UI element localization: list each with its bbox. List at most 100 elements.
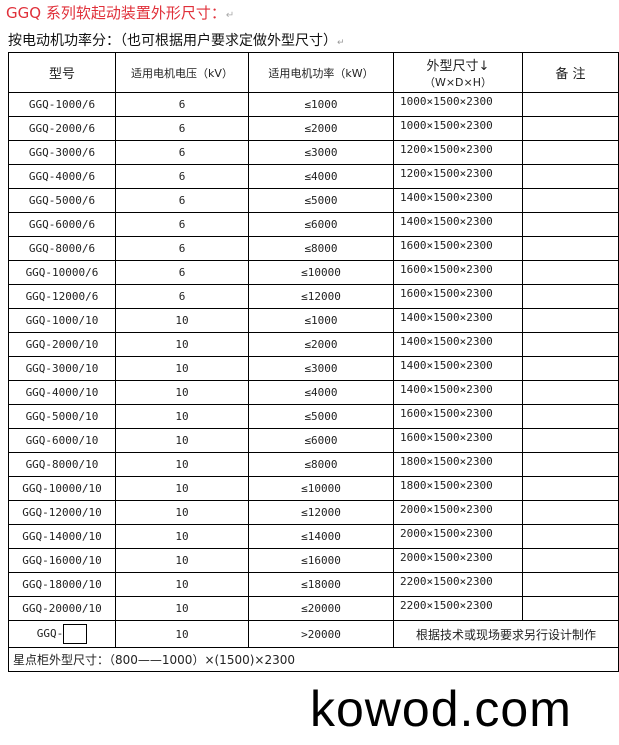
table-row: GGQ-3000/6 6 ≤3000 1200×1500×2300 (8, 140, 619, 165)
cell-remark (522, 236, 619, 261)
custom-row: GGQ- 10 >20000 根据技术或现场要求另行设计制作 (8, 620, 619, 648)
table-row: GGQ-10000/10 10 ≤10000 1800×1500×2300 (8, 476, 619, 501)
table-row: GGQ-18000/10 10 ≤18000 2200×1500×2300 (8, 572, 619, 597)
cell-voltage: 10 (115, 404, 249, 429)
cell-model: GGQ-2000/6 (8, 116, 116, 141)
cell-model: GGQ-3000/10 (8, 356, 116, 381)
cell-power: ≤16000 (248, 548, 394, 573)
cell-remark (522, 260, 619, 285)
cell-power: ≤14000 (248, 524, 394, 549)
cell-remark (522, 356, 619, 381)
cell-power: ≤3000 (248, 140, 394, 165)
cell-voltage: 6 (115, 116, 249, 141)
cell-power: ≤12000 (248, 500, 394, 525)
cell-voltage: 10 (115, 332, 249, 357)
cell-model: GGQ-4000/6 (8, 164, 116, 189)
cell-dims: 1400×1500×2300 (393, 212, 523, 237)
cell-remark (522, 188, 619, 213)
cell-dims: 2000×1500×2300 (393, 500, 523, 525)
cell-dims: 1400×1500×2300 (393, 188, 523, 213)
table-row: GGQ-10000/6 6 ≤10000 1600×1500×2300 (8, 260, 619, 285)
header-dims-sub: （W×D×H） (423, 76, 493, 89)
cell-remark (522, 476, 619, 501)
cell-power: ≤1000 (248, 92, 394, 117)
cell-remark (522, 500, 619, 525)
cell-voltage: 10 (115, 596, 249, 621)
cell-model: GGQ-18000/10 (8, 572, 116, 597)
table-row: GGQ-5000/10 10 ≤5000 1600×1500×2300 (8, 404, 619, 429)
cell-model: GGQ-1000/10 (8, 308, 116, 333)
cell-power: ≤5000 (248, 404, 394, 429)
paragraph-mark: ↵ (337, 38, 345, 48)
cell-remark (522, 164, 619, 189)
cell-remark (522, 548, 619, 573)
custom-voltage: 10 (115, 620, 249, 648)
cell-voltage: 6 (115, 236, 249, 261)
cell-power: ≤6000 (248, 212, 394, 237)
cell-model: GGQ-5000/10 (8, 404, 116, 429)
header-remark: 备 注 (522, 52, 619, 93)
cell-power: ≤6000 (248, 428, 394, 453)
cell-remark (522, 428, 619, 453)
table-row: GGQ-2000/10 10 ≤2000 1400×1500×2300 (8, 332, 619, 357)
cell-power: ≤10000 (248, 476, 394, 501)
table-row: GGQ-4000/10 10 ≤4000 1400×1500×2300 (8, 380, 619, 405)
cell-model: GGQ-10000/6 (8, 260, 116, 285)
cell-voltage: 6 (115, 260, 249, 285)
cell-dims: 1600×1500×2300 (393, 404, 523, 429)
cell-model: GGQ-14000/10 (8, 524, 116, 549)
cell-voltage: 6 (115, 212, 249, 237)
cell-power: ≤8000 (248, 452, 394, 477)
header-voltage: 适用电机电压（kV） (115, 52, 249, 93)
table-row: GGQ-6000/10 10 ≤6000 1600×1500×2300 (8, 428, 619, 453)
cell-dims: 1600×1500×2300 (393, 284, 523, 309)
table-row: GGQ-6000/6 6 ≤6000 1400×1500×2300 (8, 212, 619, 237)
cell-power: ≤20000 (248, 596, 394, 621)
cell-power: ≤2000 (248, 116, 394, 141)
header-model: 型号 (8, 52, 116, 93)
cell-dims: 1200×1500×2300 (393, 140, 523, 165)
document-subtitle: 按电动机功率分：（也可根据用户要求定做外型尺寸）↵ (8, 30, 345, 50)
cell-model: GGQ-2000/10 (8, 332, 116, 357)
cell-dims: 1200×1500×2300 (393, 164, 523, 189)
cell-model: GGQ-3000/6 (8, 140, 116, 165)
table-row: GGQ-20000/10 10 ≤20000 2200×1500×2300 (8, 596, 619, 621)
cell-dims: 1800×1500×2300 (393, 476, 523, 501)
cell-remark (522, 284, 619, 309)
cell-remark (522, 116, 619, 141)
cell-voltage: 10 (115, 452, 249, 477)
table-row: GGQ-8000/6 6 ≤8000 1600×1500×2300 (8, 236, 619, 261)
cell-remark (522, 452, 619, 477)
cell-voltage: 10 (115, 548, 249, 573)
cell-voltage: 10 (115, 476, 249, 501)
cell-model: GGQ-4000/10 (8, 380, 116, 405)
cell-dims: 2200×1500×2300 (393, 572, 523, 597)
cell-power: ≤10000 (248, 260, 394, 285)
cell-power: ≤12000 (248, 284, 394, 309)
cell-remark (522, 308, 619, 333)
cell-model: GGQ-8000/6 (8, 236, 116, 261)
cell-remark (522, 596, 619, 621)
cell-voltage: 6 (115, 284, 249, 309)
table-row: GGQ-12000/6 6 ≤12000 1600×1500×2300 (8, 284, 619, 309)
table-row: GGQ-2000/6 6 ≤2000 1000×1500×2300 (8, 116, 619, 141)
table-row: GGQ-1000/10 10 ≤1000 1400×1500×2300 (8, 308, 619, 333)
table-row: GGQ-4000/6 6 ≤4000 1200×1500×2300 (8, 164, 619, 189)
cell-model: GGQ-12000/6 (8, 284, 116, 309)
cell-remark (522, 380, 619, 405)
cell-voltage: 10 (115, 428, 249, 453)
cell-dims: 1000×1500×2300 (393, 116, 523, 141)
cell-power: ≤4000 (248, 380, 394, 405)
table-row: GGQ-14000/10 10 ≤14000 2000×1500×2300 (8, 524, 619, 549)
header-dims-text: 外型尺寸↓ (426, 59, 490, 74)
cell-dims: 1400×1500×2300 (393, 356, 523, 381)
cell-power: ≤18000 (248, 572, 394, 597)
watermark: kowod.com (310, 681, 572, 737)
cell-dims: 1600×1500×2300 (393, 260, 523, 285)
cell-model: GGQ-1000/6 (8, 92, 116, 117)
cell-voltage: 6 (115, 140, 249, 165)
cell-voltage: 6 (115, 92, 249, 117)
cell-remark (522, 140, 619, 165)
header-power-text: 适用电机功率（kW） (268, 66, 374, 80)
cell-voltage: 10 (115, 524, 249, 549)
